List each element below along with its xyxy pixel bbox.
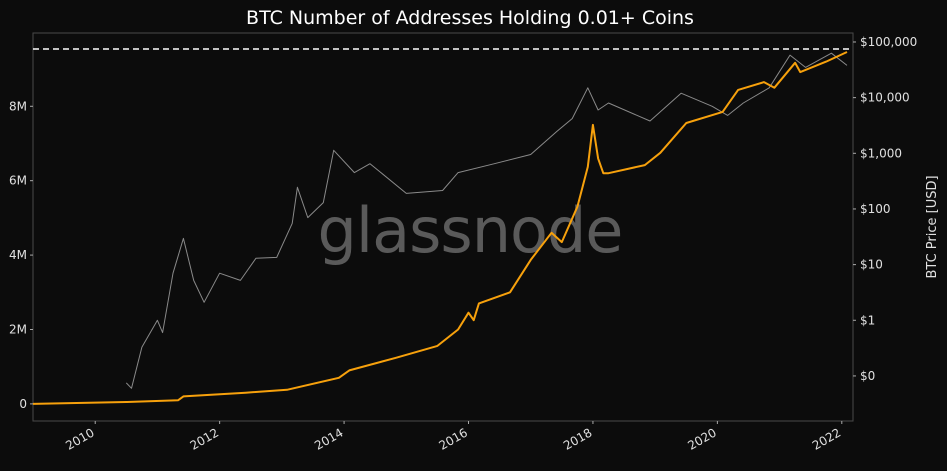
addresses-line [32, 51, 848, 405]
left-tick-label: 6M [9, 174, 27, 188]
watermark-logo: glassnode [318, 194, 623, 267]
right-tick-label: $100,000 [860, 35, 917, 49]
left-tick-label: 0 [19, 397, 27, 411]
x-tick-label: 2022 [810, 425, 843, 452]
x-tick-label: 2016 [437, 425, 470, 452]
right-tick-label: $10,000 [860, 91, 910, 105]
left-tick-label: 2M [9, 322, 27, 336]
left-tick-label: 4M [9, 248, 27, 262]
right-tick-label: $1,000 [860, 146, 902, 160]
plot-area [32, 32, 854, 422]
right-tick-label: $0 [860, 369, 875, 383]
right-axis-label: BTC Price [USD] [925, 175, 940, 278]
x-tick-label: 2014 [312, 425, 345, 452]
price-line [125, 52, 848, 389]
left-tick-label: 8M [9, 99, 27, 113]
chart-title: BTC Number of Addresses Holding 0.01+ Co… [246, 7, 694, 29]
x-tick-label: 2012 [188, 425, 221, 452]
right-tick-label: $1 [860, 313, 875, 327]
x-tick-label: 2010 [63, 425, 96, 452]
right-tick-label: $10 [860, 258, 883, 272]
x-tick-label: 2018 [561, 425, 594, 452]
x-tick-label: 2020 [685, 425, 718, 452]
right-tick-label: $100 [860, 202, 891, 216]
